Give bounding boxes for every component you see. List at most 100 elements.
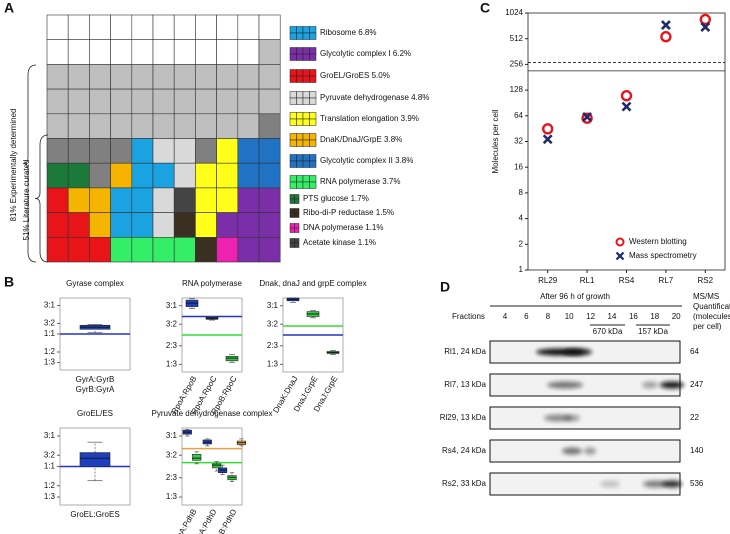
legend-swatch [296,47,304,55]
waffle-cell [195,113,217,139]
legend-swatch [309,160,317,168]
waffle-cell [67,113,90,139]
legend-label: Ribosome 6.8% [320,28,376,37]
waffle-cell [152,64,175,90]
legend-swatch [296,139,304,147]
legend-icon [289,133,317,147]
legend-swatch [289,242,295,248]
fraction-number: 12 [586,312,595,321]
y-tick-label: 2:3 [267,341,279,350]
legend-swatch [309,118,317,126]
y-tick-label: 32 [514,137,523,146]
y-tick-label: 256 [510,60,524,69]
waffle-cell [216,64,239,90]
legend-swatch [302,160,310,168]
waffle-cell [237,237,260,263]
waffle-cell [237,113,260,139]
legend-label: GroEL/GroES 5.0% [320,71,390,80]
legend-swatch [309,139,317,147]
chart-title: GroEL/ES [77,409,113,418]
y-tick-label: 3:2 [44,450,56,459]
legend-label: RNA polymerase 3.7% [320,177,400,186]
legend-swatch [289,194,295,200]
waffle-cell [46,162,69,189]
chart-title: Dnak, dnaJ and grpE complex [259,279,366,288]
legend-swatch [289,160,297,168]
waffle-cell [258,187,281,213]
chart-title: RNA polymerase [182,279,243,288]
plot-frame [181,427,243,506]
waffle-cell [258,14,281,41]
fraction-number: 4 [503,312,508,321]
legend-icon [289,91,317,105]
legend-marker [615,251,625,261]
panel-label: D [440,279,450,295]
waffle-cell [131,237,154,263]
waffle-cell [67,162,90,189]
y-tick-label: 1024 [505,8,523,17]
y-tick-label: 1:3 [44,358,56,367]
legend-label: Acetate kinase 1.1% [303,238,376,247]
waffle-cell [131,64,154,90]
lane-label: Rs2, 33 kDa [442,479,487,488]
point [660,20,671,30]
legend-icon [289,47,317,61]
waffle-cell [237,162,260,189]
box [212,463,222,469]
legend-swatch [309,75,317,83]
legend-swatch [302,47,310,55]
legend-icon [289,238,300,248]
legend-swatch [294,198,300,204]
legend-swatch [309,69,317,77]
legend-swatch [289,97,297,105]
waffle-cell [152,162,175,189]
x-tick-label: GyrB:GyrA [76,385,115,394]
gel-band [564,348,592,356]
waffle-cell [237,88,260,115]
legend-swatch [289,53,297,61]
gel-band [584,447,596,455]
quant-label: Quantification [693,302,730,311]
waffle-cell [89,14,111,41]
waffle-cell [152,187,175,213]
waffle-cell [195,64,217,90]
legend-swatch [302,139,310,147]
waffle-cell [258,113,281,139]
legend-icon [289,223,300,233]
y-tick-label: 2 [519,239,524,248]
legend-swatch [294,238,300,244]
y-tick-label: 3:1 [166,431,178,440]
size-marker: 670 kDa [593,327,623,336]
waffle-cell [216,138,239,164]
point [620,90,633,102]
waffle-cell [89,237,111,263]
fractions-label: Fractions [452,312,485,321]
legend-swatch [296,112,304,120]
fraction-number: 18 [650,312,659,321]
waffle-cell [173,88,196,115]
legend-swatch [289,32,297,40]
legend-swatch [296,97,304,105]
point [542,134,553,145]
y-tick-label: 3:1 [166,301,178,310]
chart-title: Gyrase complex [66,279,124,288]
legend-swatch [289,181,297,189]
legend-swatch [296,175,304,183]
legend-label: PTS glucose 1.7% [303,194,369,203]
point [700,22,711,33]
legend-label: Translation elongation 3.9% [320,114,419,123]
y-tick-label: 1:1 [44,462,56,471]
waffle-cell [131,212,154,238]
waffle-cell [46,113,69,139]
point [660,31,672,43]
waffle-cell [152,138,175,164]
waffle-cell [131,187,154,213]
waffle-cell [258,64,281,90]
x-tick-label: RL29 [538,276,558,285]
waffle-cell [67,88,90,115]
waffle-cell [110,113,133,139]
lane-label: Rl1, 24 kDa [444,347,486,356]
legend-icon [289,194,300,204]
waffle-cell [67,212,90,238]
